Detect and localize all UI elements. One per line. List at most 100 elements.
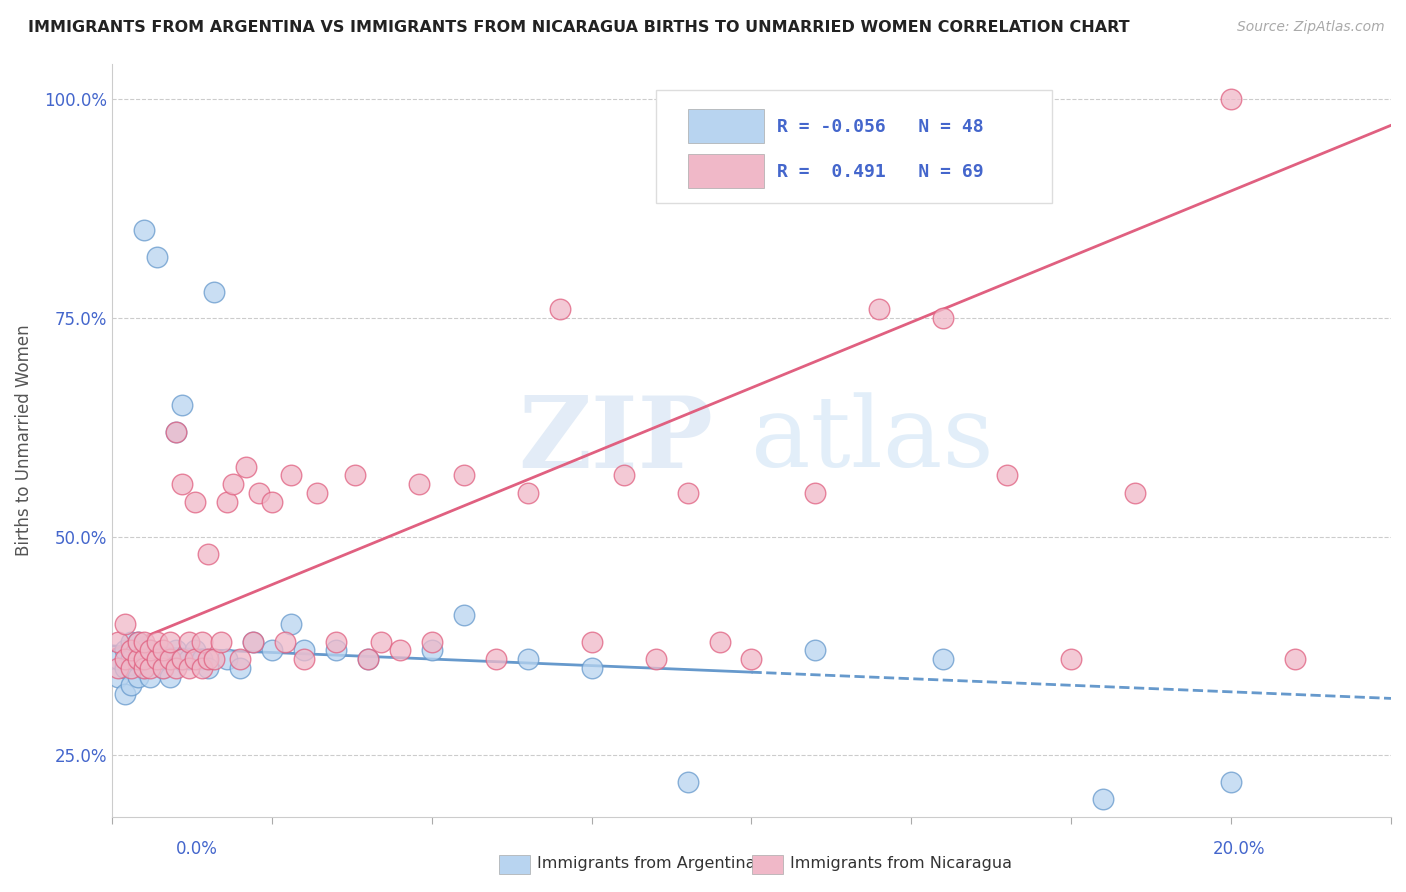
Point — [190, 661, 212, 675]
Point — [152, 652, 174, 666]
Text: Immigrants from Nicaragua: Immigrants from Nicaragua — [790, 856, 1012, 871]
Point — [229, 661, 252, 675]
Point — [165, 661, 187, 675]
Point — [357, 652, 380, 666]
Point — [184, 494, 207, 508]
Point — [388, 643, 411, 657]
Point — [114, 617, 136, 632]
Point — [868, 301, 890, 316]
Point — [485, 652, 508, 666]
Point — [644, 652, 666, 666]
Text: atlas: atlas — [751, 392, 994, 488]
Point — [260, 494, 283, 508]
Point — [172, 398, 194, 412]
Point — [1060, 652, 1083, 666]
Point — [120, 661, 142, 675]
Point — [453, 468, 475, 483]
Point — [1220, 774, 1243, 789]
Point — [325, 634, 347, 648]
Point — [229, 652, 252, 666]
Point — [114, 661, 136, 675]
Point — [260, 643, 283, 657]
Point — [152, 661, 174, 675]
Point — [107, 652, 129, 666]
Point — [197, 547, 219, 561]
Point — [107, 661, 129, 675]
Point — [165, 643, 187, 657]
Point — [932, 652, 955, 666]
Text: Source: ZipAtlas.com: Source: ZipAtlas.com — [1237, 20, 1385, 34]
Point — [132, 652, 155, 666]
Text: R = -0.056   N = 48: R = -0.056 N = 48 — [778, 118, 984, 136]
Point — [114, 687, 136, 701]
Point — [165, 425, 187, 439]
Point — [209, 634, 232, 648]
Point — [217, 652, 239, 666]
Point — [217, 494, 239, 508]
Point — [159, 652, 181, 666]
Bar — [688, 109, 765, 143]
Point — [184, 643, 207, 657]
Point — [120, 678, 142, 692]
Point — [145, 634, 167, 648]
Point — [804, 485, 827, 500]
Point — [172, 652, 194, 666]
Point — [132, 223, 155, 237]
Point — [132, 661, 155, 675]
Point — [370, 634, 392, 648]
Point — [357, 652, 380, 666]
Text: 0.0%: 0.0% — [176, 840, 218, 858]
Point — [145, 652, 167, 666]
Point — [343, 468, 366, 483]
Point — [995, 468, 1018, 483]
Bar — [688, 154, 765, 188]
Point — [235, 459, 257, 474]
Point — [202, 285, 225, 299]
Point — [152, 661, 174, 675]
Point — [804, 643, 827, 657]
Text: ZIP: ZIP — [519, 392, 713, 489]
Point — [159, 652, 181, 666]
Point — [165, 425, 187, 439]
Point — [177, 661, 200, 675]
Point — [127, 652, 149, 666]
Point — [453, 608, 475, 623]
Point — [548, 301, 571, 316]
Point — [114, 652, 136, 666]
Y-axis label: Births to Unmarried Women: Births to Unmarried Women — [15, 325, 32, 556]
Point — [1123, 485, 1146, 500]
Point — [120, 643, 142, 657]
Point — [420, 643, 443, 657]
Point — [292, 643, 315, 657]
Point — [222, 477, 245, 491]
Point — [132, 643, 155, 657]
Point — [139, 643, 162, 657]
Point — [184, 652, 207, 666]
Point — [127, 669, 149, 683]
Point — [107, 634, 129, 648]
Point — [581, 634, 603, 648]
Point — [120, 652, 142, 666]
Point — [145, 250, 167, 264]
Point — [408, 477, 430, 491]
Point — [197, 652, 219, 666]
Text: R =  0.491   N = 69: R = 0.491 N = 69 — [778, 162, 984, 181]
Point — [932, 310, 955, 325]
Point — [127, 634, 149, 648]
Point — [132, 661, 155, 675]
Point — [242, 634, 264, 648]
Point — [247, 485, 270, 500]
Point — [139, 661, 162, 675]
Point — [280, 468, 302, 483]
Point — [420, 634, 443, 648]
Point — [177, 652, 200, 666]
Point — [613, 468, 636, 483]
Text: IMMIGRANTS FROM ARGENTINA VS IMMIGRANTS FROM NICARAGUA BIRTHS TO UNMARRIED WOMEN: IMMIGRANTS FROM ARGENTINA VS IMMIGRANTS … — [28, 20, 1130, 35]
Point — [172, 477, 194, 491]
Point — [676, 774, 699, 789]
Point — [197, 661, 219, 675]
Point — [139, 669, 162, 683]
Point — [139, 643, 162, 657]
Point — [177, 634, 200, 648]
Text: Immigrants from Argentina: Immigrants from Argentina — [537, 856, 755, 871]
